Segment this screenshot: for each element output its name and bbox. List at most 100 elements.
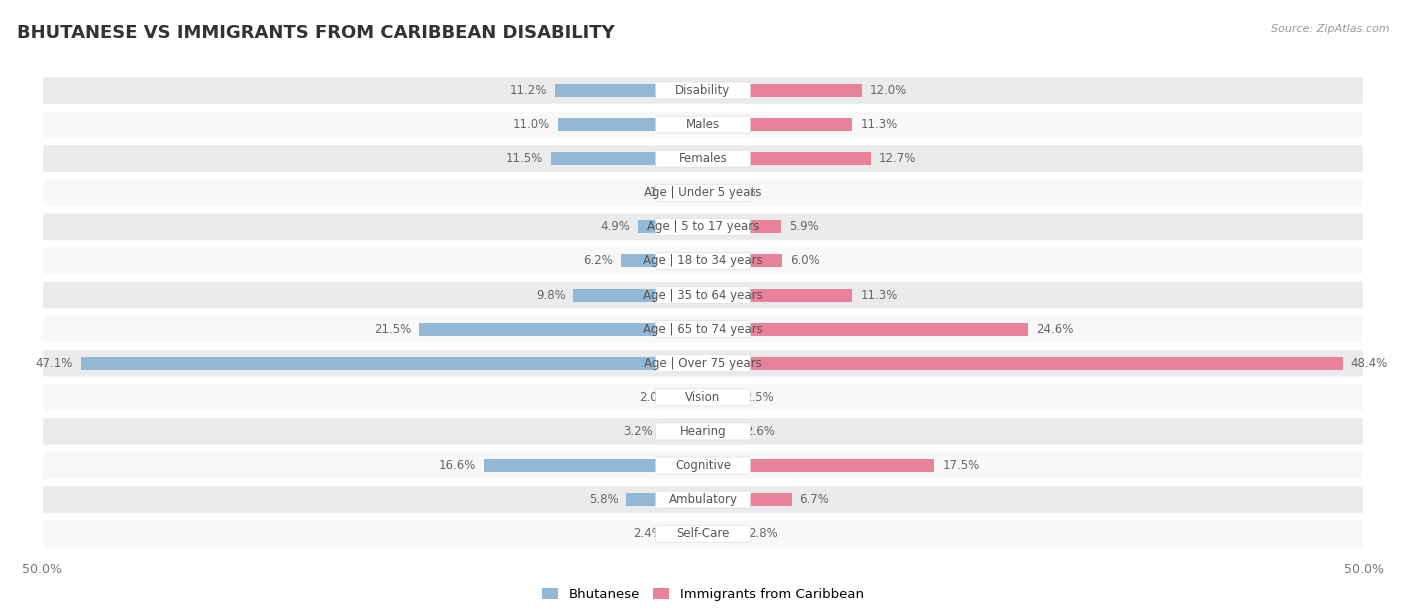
FancyBboxPatch shape — [655, 116, 751, 133]
Text: Source: ZipAtlas.com: Source: ZipAtlas.com — [1271, 24, 1389, 34]
Bar — [555, 84, 703, 97]
FancyBboxPatch shape — [655, 525, 751, 542]
Bar — [671, 528, 703, 540]
Text: Ambulatory: Ambulatory — [668, 493, 738, 506]
Text: 11.2%: 11.2% — [509, 84, 547, 97]
FancyBboxPatch shape — [42, 451, 1364, 480]
Text: Age | Over 75 years: Age | Over 75 years — [644, 357, 762, 370]
Text: Age | 5 to 17 years: Age | 5 to 17 years — [647, 220, 759, 233]
Legend: Bhutanese, Immigrants from Caribbean: Bhutanese, Immigrants from Caribbean — [537, 583, 869, 606]
Bar — [638, 220, 703, 233]
FancyBboxPatch shape — [42, 417, 1364, 446]
FancyBboxPatch shape — [655, 321, 751, 338]
FancyBboxPatch shape — [655, 491, 751, 508]
Text: 3.2%: 3.2% — [623, 425, 652, 438]
Bar — [703, 528, 740, 540]
FancyBboxPatch shape — [655, 218, 751, 236]
Bar — [80, 357, 703, 370]
Bar — [661, 425, 703, 438]
FancyBboxPatch shape — [655, 457, 751, 474]
Text: 5.8%: 5.8% — [589, 493, 619, 506]
Bar — [703, 357, 1343, 370]
Text: BHUTANESE VS IMMIGRANTS FROM CARIBBEAN DISABILITY: BHUTANESE VS IMMIGRANTS FROM CARIBBEAN D… — [17, 24, 614, 42]
FancyBboxPatch shape — [42, 179, 1364, 207]
FancyBboxPatch shape — [42, 247, 1364, 275]
Bar — [703, 323, 1028, 335]
FancyBboxPatch shape — [42, 349, 1364, 378]
Bar — [484, 459, 703, 472]
Text: 1.2%: 1.2% — [727, 186, 756, 200]
FancyBboxPatch shape — [655, 184, 751, 201]
FancyBboxPatch shape — [42, 315, 1364, 343]
FancyBboxPatch shape — [42, 110, 1364, 139]
Text: 6.7%: 6.7% — [800, 493, 830, 506]
Text: 5.9%: 5.9% — [789, 220, 818, 233]
FancyBboxPatch shape — [42, 76, 1364, 105]
Text: 24.6%: 24.6% — [1036, 323, 1073, 335]
Text: Self-Care: Self-Care — [676, 528, 730, 540]
FancyBboxPatch shape — [655, 286, 751, 304]
Text: 16.6%: 16.6% — [439, 459, 475, 472]
Text: 11.3%: 11.3% — [860, 289, 897, 302]
Text: Age | 18 to 34 years: Age | 18 to 34 years — [643, 255, 763, 267]
Text: 6.2%: 6.2% — [583, 255, 613, 267]
Text: Vision: Vision — [685, 391, 721, 404]
Text: 2.0%: 2.0% — [638, 391, 669, 404]
Text: 11.3%: 11.3% — [860, 118, 897, 131]
Text: Hearing: Hearing — [679, 425, 727, 438]
Text: 47.1%: 47.1% — [35, 357, 73, 370]
FancyBboxPatch shape — [42, 485, 1364, 514]
Bar — [558, 118, 703, 131]
Bar — [703, 220, 780, 233]
Bar — [703, 84, 862, 97]
Text: 6.0%: 6.0% — [790, 255, 820, 267]
FancyBboxPatch shape — [655, 82, 751, 99]
Text: 2.6%: 2.6% — [745, 425, 775, 438]
Bar — [703, 425, 737, 438]
Text: 1.2%: 1.2% — [650, 186, 679, 200]
Bar — [688, 186, 703, 200]
Bar — [703, 186, 718, 200]
Bar — [676, 391, 703, 404]
Text: 2.8%: 2.8% — [748, 528, 778, 540]
Text: 21.5%: 21.5% — [374, 323, 411, 335]
FancyBboxPatch shape — [42, 144, 1364, 173]
Bar — [551, 152, 703, 165]
Text: 11.5%: 11.5% — [506, 152, 543, 165]
Text: Age | 65 to 74 years: Age | 65 to 74 years — [643, 323, 763, 335]
Bar — [703, 152, 870, 165]
Text: 12.0%: 12.0% — [869, 84, 907, 97]
FancyBboxPatch shape — [655, 150, 751, 167]
Text: Females: Females — [679, 152, 727, 165]
FancyBboxPatch shape — [42, 520, 1364, 548]
Text: Age | Under 5 years: Age | Under 5 years — [644, 186, 762, 200]
Bar — [703, 289, 852, 302]
FancyBboxPatch shape — [655, 423, 751, 440]
Text: Age | 35 to 64 years: Age | 35 to 64 years — [643, 289, 763, 302]
Bar — [703, 255, 782, 267]
Bar — [626, 493, 703, 506]
Text: Males: Males — [686, 118, 720, 131]
Text: Disability: Disability — [675, 84, 731, 97]
Bar — [621, 255, 703, 267]
Text: 17.5%: 17.5% — [942, 459, 980, 472]
FancyBboxPatch shape — [655, 252, 751, 269]
Text: 2.4%: 2.4% — [634, 528, 664, 540]
Bar — [703, 391, 737, 404]
FancyBboxPatch shape — [655, 355, 751, 371]
Text: 48.4%: 48.4% — [1351, 357, 1388, 370]
FancyBboxPatch shape — [42, 383, 1364, 412]
FancyBboxPatch shape — [42, 281, 1364, 310]
Bar — [419, 323, 703, 335]
Text: 11.0%: 11.0% — [512, 118, 550, 131]
Text: Cognitive: Cognitive — [675, 459, 731, 472]
FancyBboxPatch shape — [655, 389, 751, 406]
Bar — [703, 459, 934, 472]
Text: 4.9%: 4.9% — [600, 220, 630, 233]
Text: 2.5%: 2.5% — [744, 391, 773, 404]
Bar — [574, 289, 703, 302]
Bar — [703, 118, 852, 131]
Text: 12.7%: 12.7% — [879, 152, 917, 165]
FancyBboxPatch shape — [42, 212, 1364, 241]
Bar — [703, 493, 792, 506]
